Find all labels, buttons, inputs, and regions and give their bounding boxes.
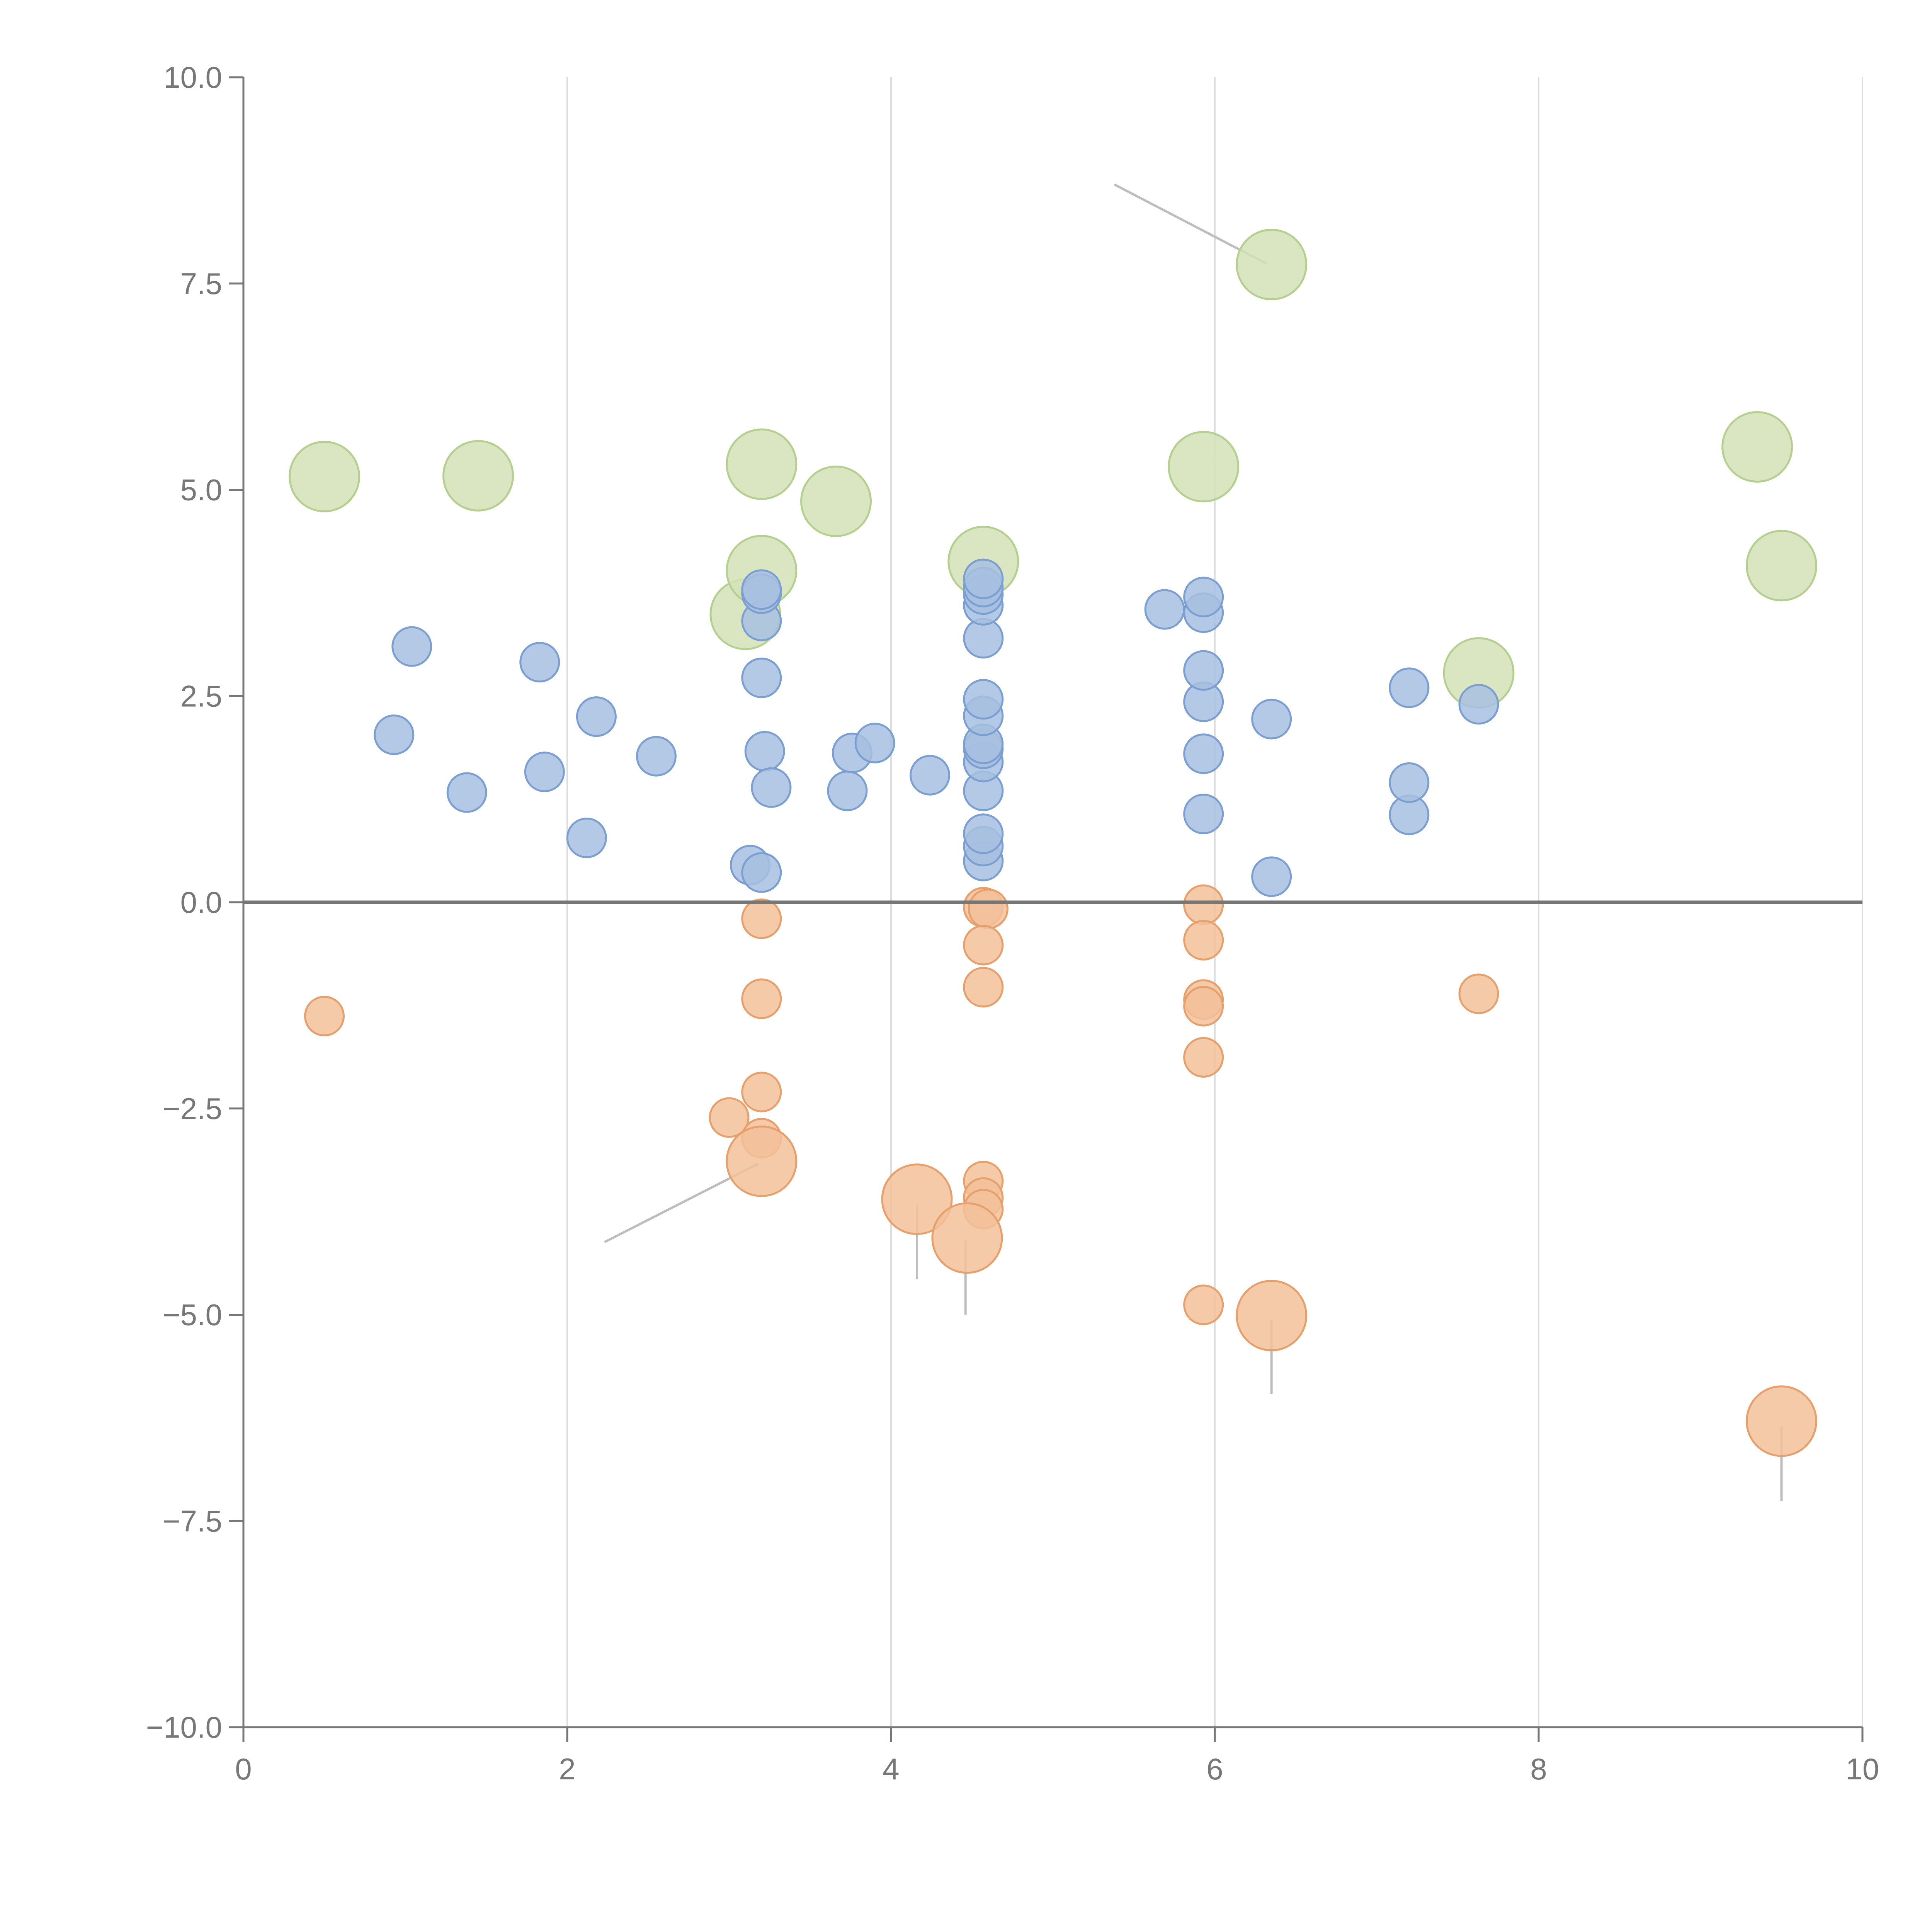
- bubble-blue: [519, 642, 560, 683]
- bubble-orange: [741, 978, 782, 1019]
- bubble-orange: [968, 888, 1009, 929]
- axes: 10.0 7.5 5.0 2.5 0.0 −2.5 −5.0 −7.5 −10.0 0 2 4 6 8 10: [146, 60, 1879, 1786]
- bubble-green: [726, 428, 798, 500]
- bubble-orange: [1183, 884, 1224, 925]
- bubble-orange: [304, 996, 345, 1037]
- bubble-blue: [744, 731, 785, 772]
- bubble-blue: [636, 736, 677, 777]
- bubble-blue: [741, 569, 782, 610]
- bubble-blue: [1458, 684, 1499, 725]
- bubble-blue: [910, 755, 951, 796]
- y-tick-label: 2.5: [180, 679, 222, 713]
- bubble-orange: [1183, 920, 1224, 961]
- bubble-orange: [709, 1097, 750, 1138]
- bubble-blue: [391, 626, 432, 667]
- bubble-blue: [963, 679, 1004, 720]
- bubble-orange: [963, 967, 1004, 1008]
- bubbles: [289, 229, 1817, 1457]
- bubble-orange: [1458, 973, 1499, 1014]
- x-tick-label: 6: [1206, 1752, 1223, 1786]
- bubble-orange-large: [881, 1163, 953, 1235]
- bubble-orange: [1183, 1037, 1224, 1078]
- bubble-green: [1168, 431, 1240, 503]
- bubble-green: [1746, 530, 1817, 602]
- bubble-blue: [1183, 577, 1224, 617]
- bubble-green: [289, 440, 360, 512]
- bubble-blue: [374, 714, 415, 755]
- y-tick-label: 5.0: [180, 473, 222, 507]
- bubble-orange: [963, 925, 1004, 966]
- x-tick-label: 2: [559, 1752, 575, 1786]
- bubble-orange: [1183, 1284, 1224, 1325]
- bubble-green: [800, 465, 872, 537]
- y-tick-label: 0.0: [180, 885, 222, 919]
- bubble-blue: [1251, 856, 1292, 897]
- bubble-blue: [741, 852, 782, 893]
- bubble-green: [1236, 229, 1308, 301]
- y-tick-label: −5.0: [163, 1298, 222, 1332]
- y-tick-label: −7.5: [163, 1504, 222, 1538]
- bubble-orange: [1183, 986, 1224, 1027]
- bubble-green: [1721, 411, 1793, 483]
- bubble-blue: [854, 723, 895, 764]
- bubble-blue: [1183, 733, 1224, 774]
- bubble-green: [442, 440, 514, 512]
- bubble-blue: [1251, 699, 1292, 740]
- bubble-blue: [1183, 650, 1224, 691]
- bubble-orange-large: [726, 1125, 798, 1197]
- x-tick-label: 8: [1530, 1752, 1547, 1786]
- x-tick-label: 0: [235, 1752, 252, 1786]
- x-tick-label: 10: [1846, 1752, 1879, 1786]
- bubble-blue: [751, 767, 792, 808]
- y-tick-label: 7.5: [180, 267, 222, 301]
- bubble-blue: [827, 770, 868, 811]
- bubble-orange: [741, 898, 782, 939]
- bubble-orange: [741, 1071, 782, 1112]
- bubble-orange-large: [1746, 1385, 1817, 1457]
- bubble-blue: [576, 696, 617, 737]
- bubble-blue: [1183, 794, 1224, 835]
- bubble-blue: [963, 558, 1004, 599]
- bubble-blue: [446, 772, 487, 813]
- y-tick-label: −10.0: [146, 1710, 222, 1744]
- bubble-orange-large: [1236, 1280, 1308, 1352]
- y-tick-label: 10.0: [163, 60, 222, 94]
- bubble-blue: [1144, 589, 1185, 630]
- annotation-leaders: [327, 183, 1783, 1502]
- bubble-blue: [741, 657, 782, 698]
- bubble-blue: [1389, 667, 1430, 708]
- x-tick-label: 4: [883, 1752, 899, 1786]
- bubble-blue: [963, 813, 1004, 854]
- bubble-blue: [1389, 762, 1430, 803]
- y-tick-label: −2.5: [163, 1092, 222, 1126]
- bubble-blue: [524, 752, 565, 793]
- bubble-orange-large: [931, 1202, 1003, 1274]
- bubble-blue: [566, 817, 607, 858]
